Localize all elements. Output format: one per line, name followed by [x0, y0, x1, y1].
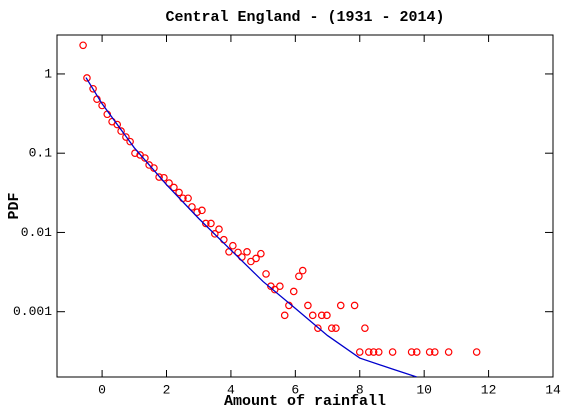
y-tick-label: 1: [44, 66, 52, 81]
data-point: [355, 348, 364, 356]
x-tick-label: 6: [291, 382, 299, 397]
x-tick-label: 12: [481, 382, 497, 397]
data-point: [369, 348, 378, 356]
data-point: [298, 266, 307, 275]
data-point: [215, 225, 223, 233]
data-point: [175, 188, 183, 197]
y-tick-label: 0.01: [21, 225, 52, 240]
data-point: [243, 247, 251, 256]
data-point: [361, 324, 369, 332]
data-point: [262, 270, 270, 278]
chart-title: Central England - (1931 - 2014): [165, 9, 444, 26]
data-point: [295, 272, 303, 281]
data-point: [170, 183, 178, 192]
data-point: [188, 203, 196, 211]
data-point: [327, 324, 336, 332]
data-point: [425, 348, 434, 356]
data-point: [89, 84, 97, 93]
data-point: [317, 311, 326, 320]
data-point: [131, 149, 139, 157]
data-point: [252, 254, 260, 263]
data-point: [207, 219, 215, 228]
data-point: [211, 230, 219, 238]
y-tick-label: 0.1: [29, 146, 53, 161]
data-point: [314, 324, 322, 332]
data-point: [308, 311, 317, 320]
data-point: [332, 324, 340, 332]
data-point: [98, 101, 106, 110]
plot-frame: [56, 34, 554, 378]
data-point: [220, 235, 228, 244]
data-point: [289, 287, 298, 296]
data-point: [280, 311, 289, 320]
data-point: [184, 194, 192, 203]
data-point: [234, 248, 242, 257]
data-point: [374, 348, 383, 356]
y-axis-label: PDF: [6, 192, 23, 219]
data-point: [202, 219, 210, 228]
data-point: [388, 348, 397, 356]
data-point: [122, 133, 130, 141]
data-point: [412, 348, 421, 356]
data-point: [155, 173, 163, 181]
fit-line: [85, 77, 417, 377]
data-point: [364, 348, 373, 356]
x-tick-label: 4: [227, 382, 235, 397]
y-tick-label: 0.001: [13, 304, 52, 319]
data-point: [472, 348, 481, 356]
data-point: [229, 241, 237, 250]
x-tick-label: 14: [545, 382, 561, 397]
data-point: [83, 74, 91, 82]
data-point: [141, 154, 149, 162]
data-point: [350, 301, 359, 310]
data-point: [323, 311, 331, 320]
data-point: [126, 137, 134, 146]
data-point: [79, 41, 87, 50]
data-point: [270, 285, 279, 294]
data-point: [430, 348, 439, 356]
data-point: [407, 348, 416, 356]
x-tick-label: 8: [356, 382, 364, 397]
data-point: [276, 282, 284, 290]
data-point: [444, 348, 453, 356]
data-point: [198, 206, 206, 215]
data-point: [117, 127, 125, 135]
data-point: [113, 120, 122, 129]
x-tick-label: 2: [163, 382, 171, 397]
x-tick-label: 0: [98, 382, 106, 397]
data-point: [193, 208, 201, 217]
plot-area: [79, 41, 481, 377]
data-point: [257, 249, 265, 258]
data-point: [304, 301, 312, 310]
x-axis-label: Amount of rainfall: [224, 393, 386, 410]
x-tick-label: 10: [416, 382, 432, 397]
data-point: [336, 301, 345, 310]
